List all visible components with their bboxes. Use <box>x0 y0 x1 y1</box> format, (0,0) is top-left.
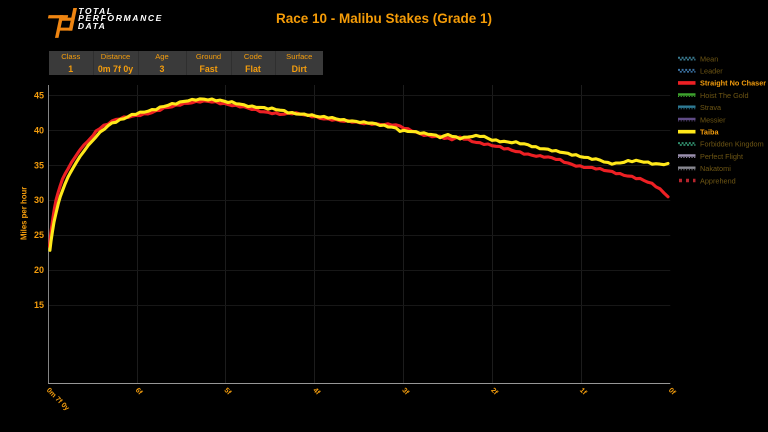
svg-text:1f: 1f <box>578 386 589 397</box>
svg-text:Apprehend: Apprehend <box>700 176 736 185</box>
svg-text:PERFORMANCE: PERFORMANCE <box>78 13 163 23</box>
svg-text:Perfect Flight: Perfect Flight <box>700 152 743 161</box>
svg-text:Forbidden Kingdom: Forbidden Kingdom <box>700 140 764 149</box>
svg-text:6f: 6f <box>134 386 145 397</box>
svg-text:15: 15 <box>34 300 44 310</box>
svg-text:Nakatomi: Nakatomi <box>700 164 731 173</box>
svg-text:DATA: DATA <box>78 21 106 31</box>
svg-text:Taiba: Taiba <box>700 128 719 137</box>
svg-text:25: 25 <box>34 230 44 240</box>
svg-text:TOTAL: TOTAL <box>78 6 113 16</box>
svg-text:40: 40 <box>34 125 44 135</box>
svg-text:0m 7f 0y: 0m 7f 0y <box>45 386 72 413</box>
svg-text:20: 20 <box>34 265 44 275</box>
svg-text:30: 30 <box>34 195 44 205</box>
svg-text:Mean: Mean <box>700 54 718 63</box>
svg-text:Hoist The Gold: Hoist The Gold <box>700 91 749 100</box>
svg-text:45: 45 <box>34 90 44 100</box>
svg-text:Strava: Strava <box>700 103 722 112</box>
svg-text:Leader: Leader <box>700 67 723 76</box>
svg-text:0f: 0f <box>667 386 678 397</box>
svg-text:5f: 5f <box>222 386 233 397</box>
svg-text:4f: 4f <box>311 386 322 397</box>
svg-text:2f: 2f <box>489 386 500 397</box>
svg-text:Straight No Chaser: Straight No Chaser <box>700 79 766 88</box>
svg-text:Messier: Messier <box>700 115 726 124</box>
svg-text:35: 35 <box>34 160 44 170</box>
svg-text:3f: 3f <box>400 386 411 397</box>
svg-text:Miles per hour: Miles per hour <box>19 187 28 240</box>
